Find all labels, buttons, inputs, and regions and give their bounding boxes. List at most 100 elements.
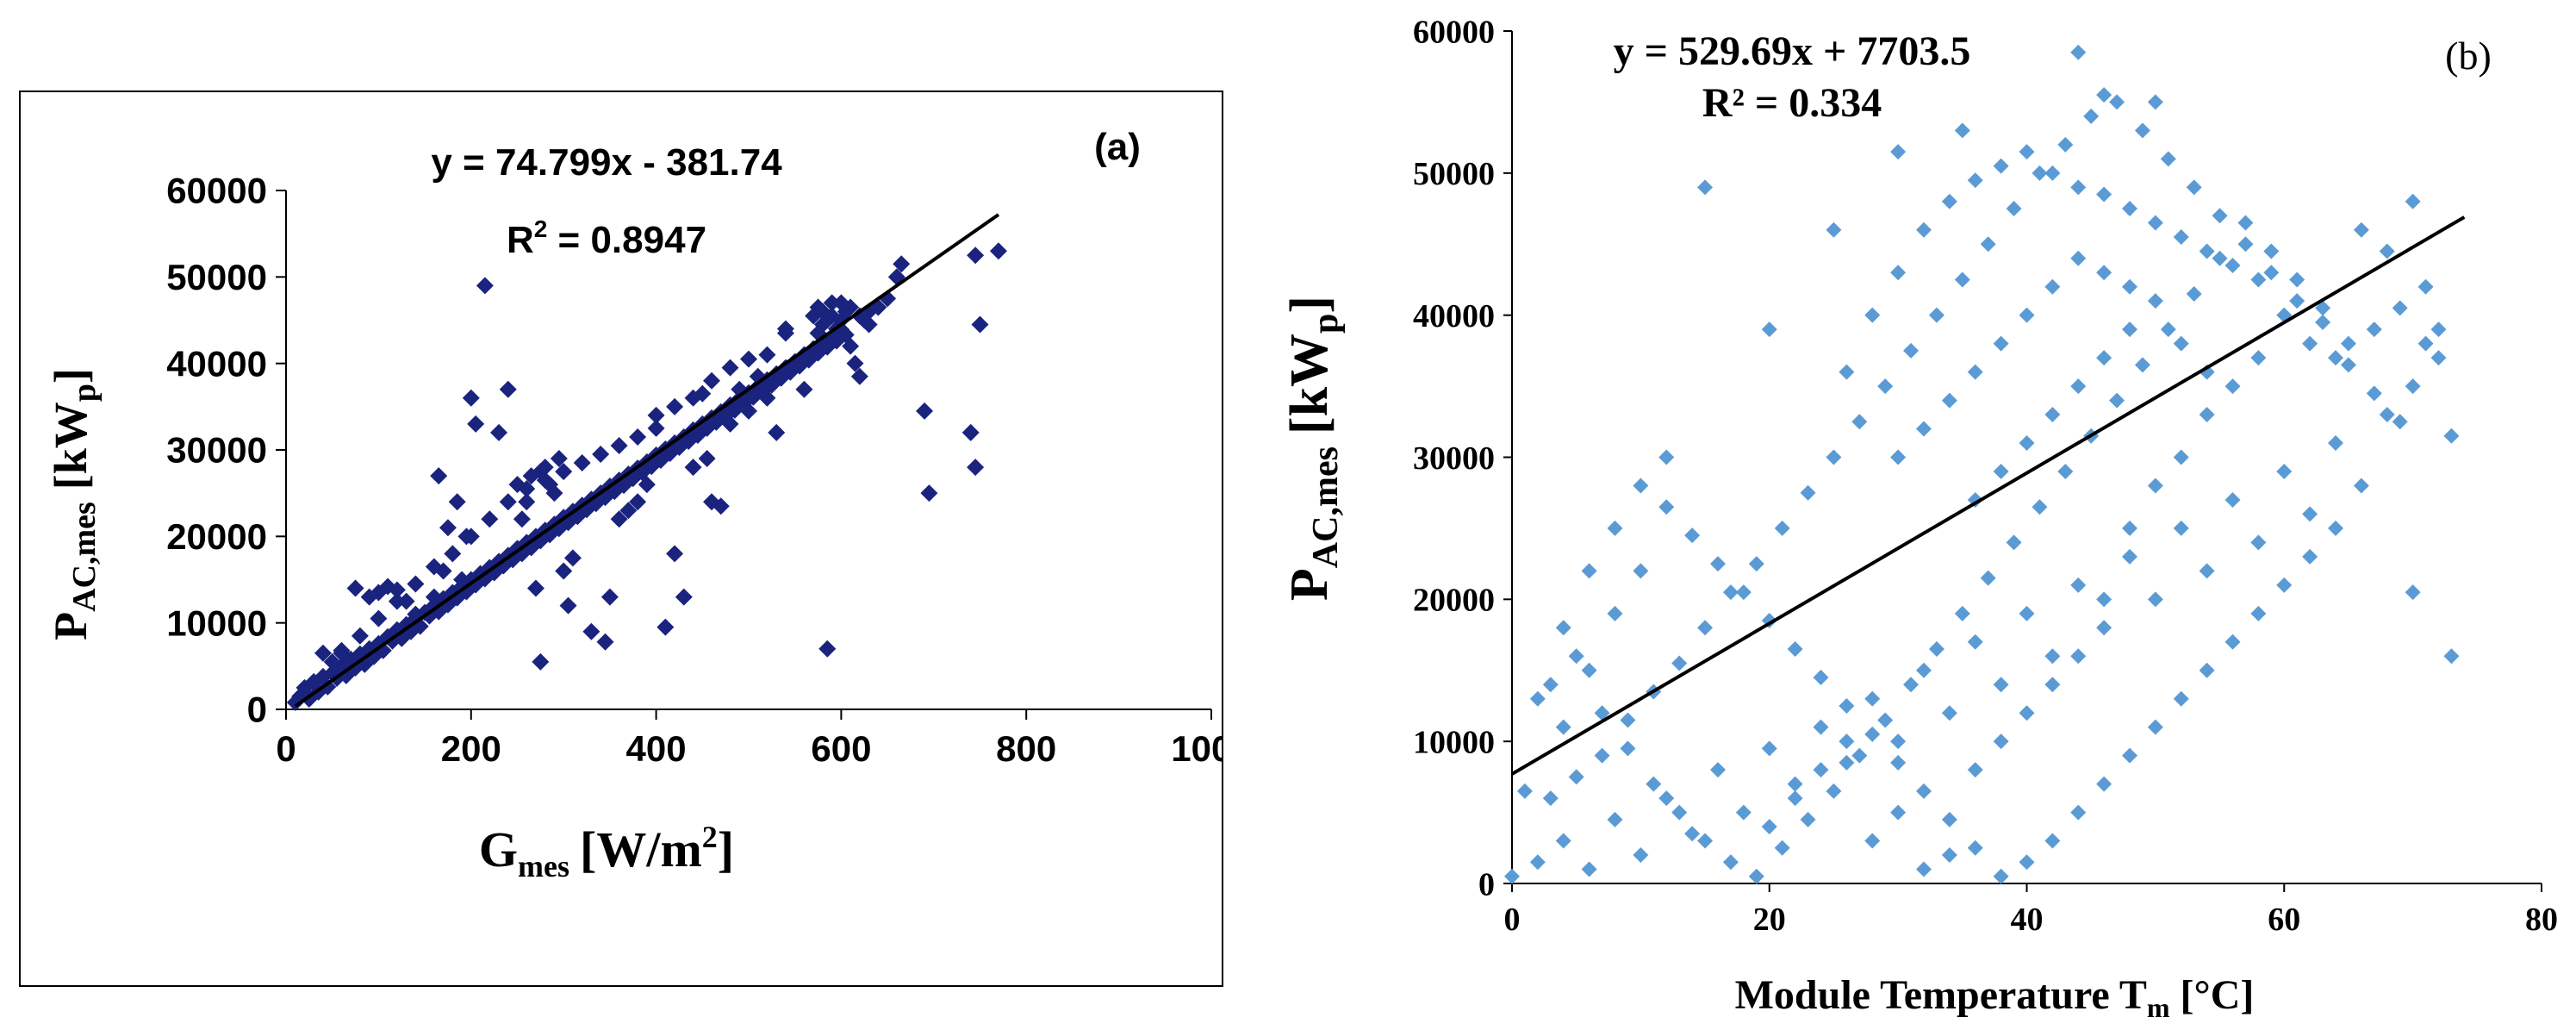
data-point (1581, 861, 1597, 877)
data-point (2212, 208, 2228, 224)
data-point (1697, 833, 1714, 849)
data-point (439, 519, 457, 537)
data-point (721, 415, 739, 433)
data-point (893, 255, 911, 273)
panel-b-label: (b) (2445, 34, 2492, 78)
data-point (1671, 655, 1688, 671)
y-tick-label: 40000 (166, 343, 267, 384)
data-point (1594, 747, 1610, 764)
data-point (1916, 222, 1932, 238)
data-point (2417, 278, 2434, 295)
data-point (1658, 790, 1675, 807)
data-point (2340, 335, 2356, 352)
data-point (837, 303, 855, 321)
data-point (2366, 321, 2382, 338)
data-point (1890, 754, 1907, 771)
data-point (1916, 861, 1932, 877)
panel-a-label: (a) (1094, 126, 1141, 168)
data-point (1954, 605, 1970, 621)
data-point (2289, 293, 2305, 309)
data-point (2302, 548, 2318, 565)
data-point (388, 592, 406, 610)
x-tick-label: 0 (276, 728, 296, 769)
chart-panel-b: 0 10000 20000 30000 40000 50000 60000 0 20 40 60 80… (1280, 14, 2558, 1023)
data-point (684, 459, 702, 477)
data-point (2315, 314, 2331, 330)
data-point (1710, 762, 1726, 778)
data-point (758, 389, 776, 407)
data-point (2315, 300, 2331, 316)
data-point (2109, 94, 2125, 110)
data-point (1877, 378, 1894, 395)
data-point (1633, 478, 1649, 494)
panel-b-x-axis-label: Module Temperature Tm [°C] (1735, 972, 2255, 1023)
data-point (2328, 520, 2343, 536)
data-point (1774, 520, 1790, 536)
data-point (842, 298, 860, 316)
data-point (1594, 705, 1610, 721)
data-point (2276, 463, 2293, 479)
data-point (2083, 108, 2100, 124)
data-point (1980, 570, 1996, 586)
data-point (2366, 385, 2382, 402)
data-point (1620, 712, 1636, 728)
data-point (1684, 527, 1701, 544)
data-point (596, 633, 614, 651)
data-point (2122, 548, 2137, 565)
data-point (1864, 307, 1881, 323)
data-point (2224, 491, 2241, 508)
data-point (967, 247, 985, 265)
data-point (2044, 677, 2061, 693)
data-point (740, 350, 757, 368)
data-point (2250, 350, 2267, 366)
data-point (2006, 534, 2022, 551)
data-point (768, 423, 786, 441)
data-point (1555, 620, 1571, 636)
data-point (776, 324, 794, 342)
data-point (1967, 364, 1983, 380)
data-point (2147, 591, 2163, 608)
data-point (467, 415, 485, 433)
data-point (2379, 243, 2395, 259)
data-point (1581, 662, 1597, 678)
data-point (619, 502, 638, 520)
y-tick-label: 50000 (1413, 156, 1495, 192)
data-point (1928, 641, 1944, 658)
data-point (453, 571, 471, 589)
data-point (675, 588, 693, 606)
x-tick-label: 1000 (1171, 728, 1223, 769)
data-point (1864, 833, 1881, 849)
data-point (740, 402, 757, 420)
data-point (1646, 776, 1662, 792)
data-point (1761, 740, 1777, 757)
data-point (1877, 712, 1894, 728)
data-point (1671, 804, 1688, 821)
data-point (2096, 265, 2112, 281)
data-point (1954, 122, 1970, 139)
data-point (647, 419, 665, 437)
trendline (1510, 215, 2466, 776)
data-point (1839, 364, 1855, 380)
data-point (2160, 151, 2176, 167)
data-point (1813, 762, 1829, 778)
data-point (559, 596, 577, 615)
data-point (2070, 44, 2087, 60)
data-point (2186, 179, 2202, 196)
panel-a-r2: R2 = 0.8947 (507, 215, 706, 261)
data-point (462, 389, 480, 407)
panel-a-frame (19, 91, 1223, 987)
data-point (2263, 243, 2280, 259)
data-point (476, 277, 494, 295)
data-point (1928, 307, 1944, 323)
y-tick-label: 0 (1478, 866, 1495, 902)
data-point (2405, 584, 2421, 601)
data-point (698, 450, 716, 468)
data-point (2019, 144, 2035, 160)
data-point (1903, 342, 1920, 359)
data-point (1890, 804, 1907, 821)
data-point (1890, 733, 1907, 750)
data-point (2019, 307, 2035, 323)
data-point (2199, 662, 2215, 678)
data-point (2070, 577, 2087, 593)
data-point (1941, 193, 1957, 209)
